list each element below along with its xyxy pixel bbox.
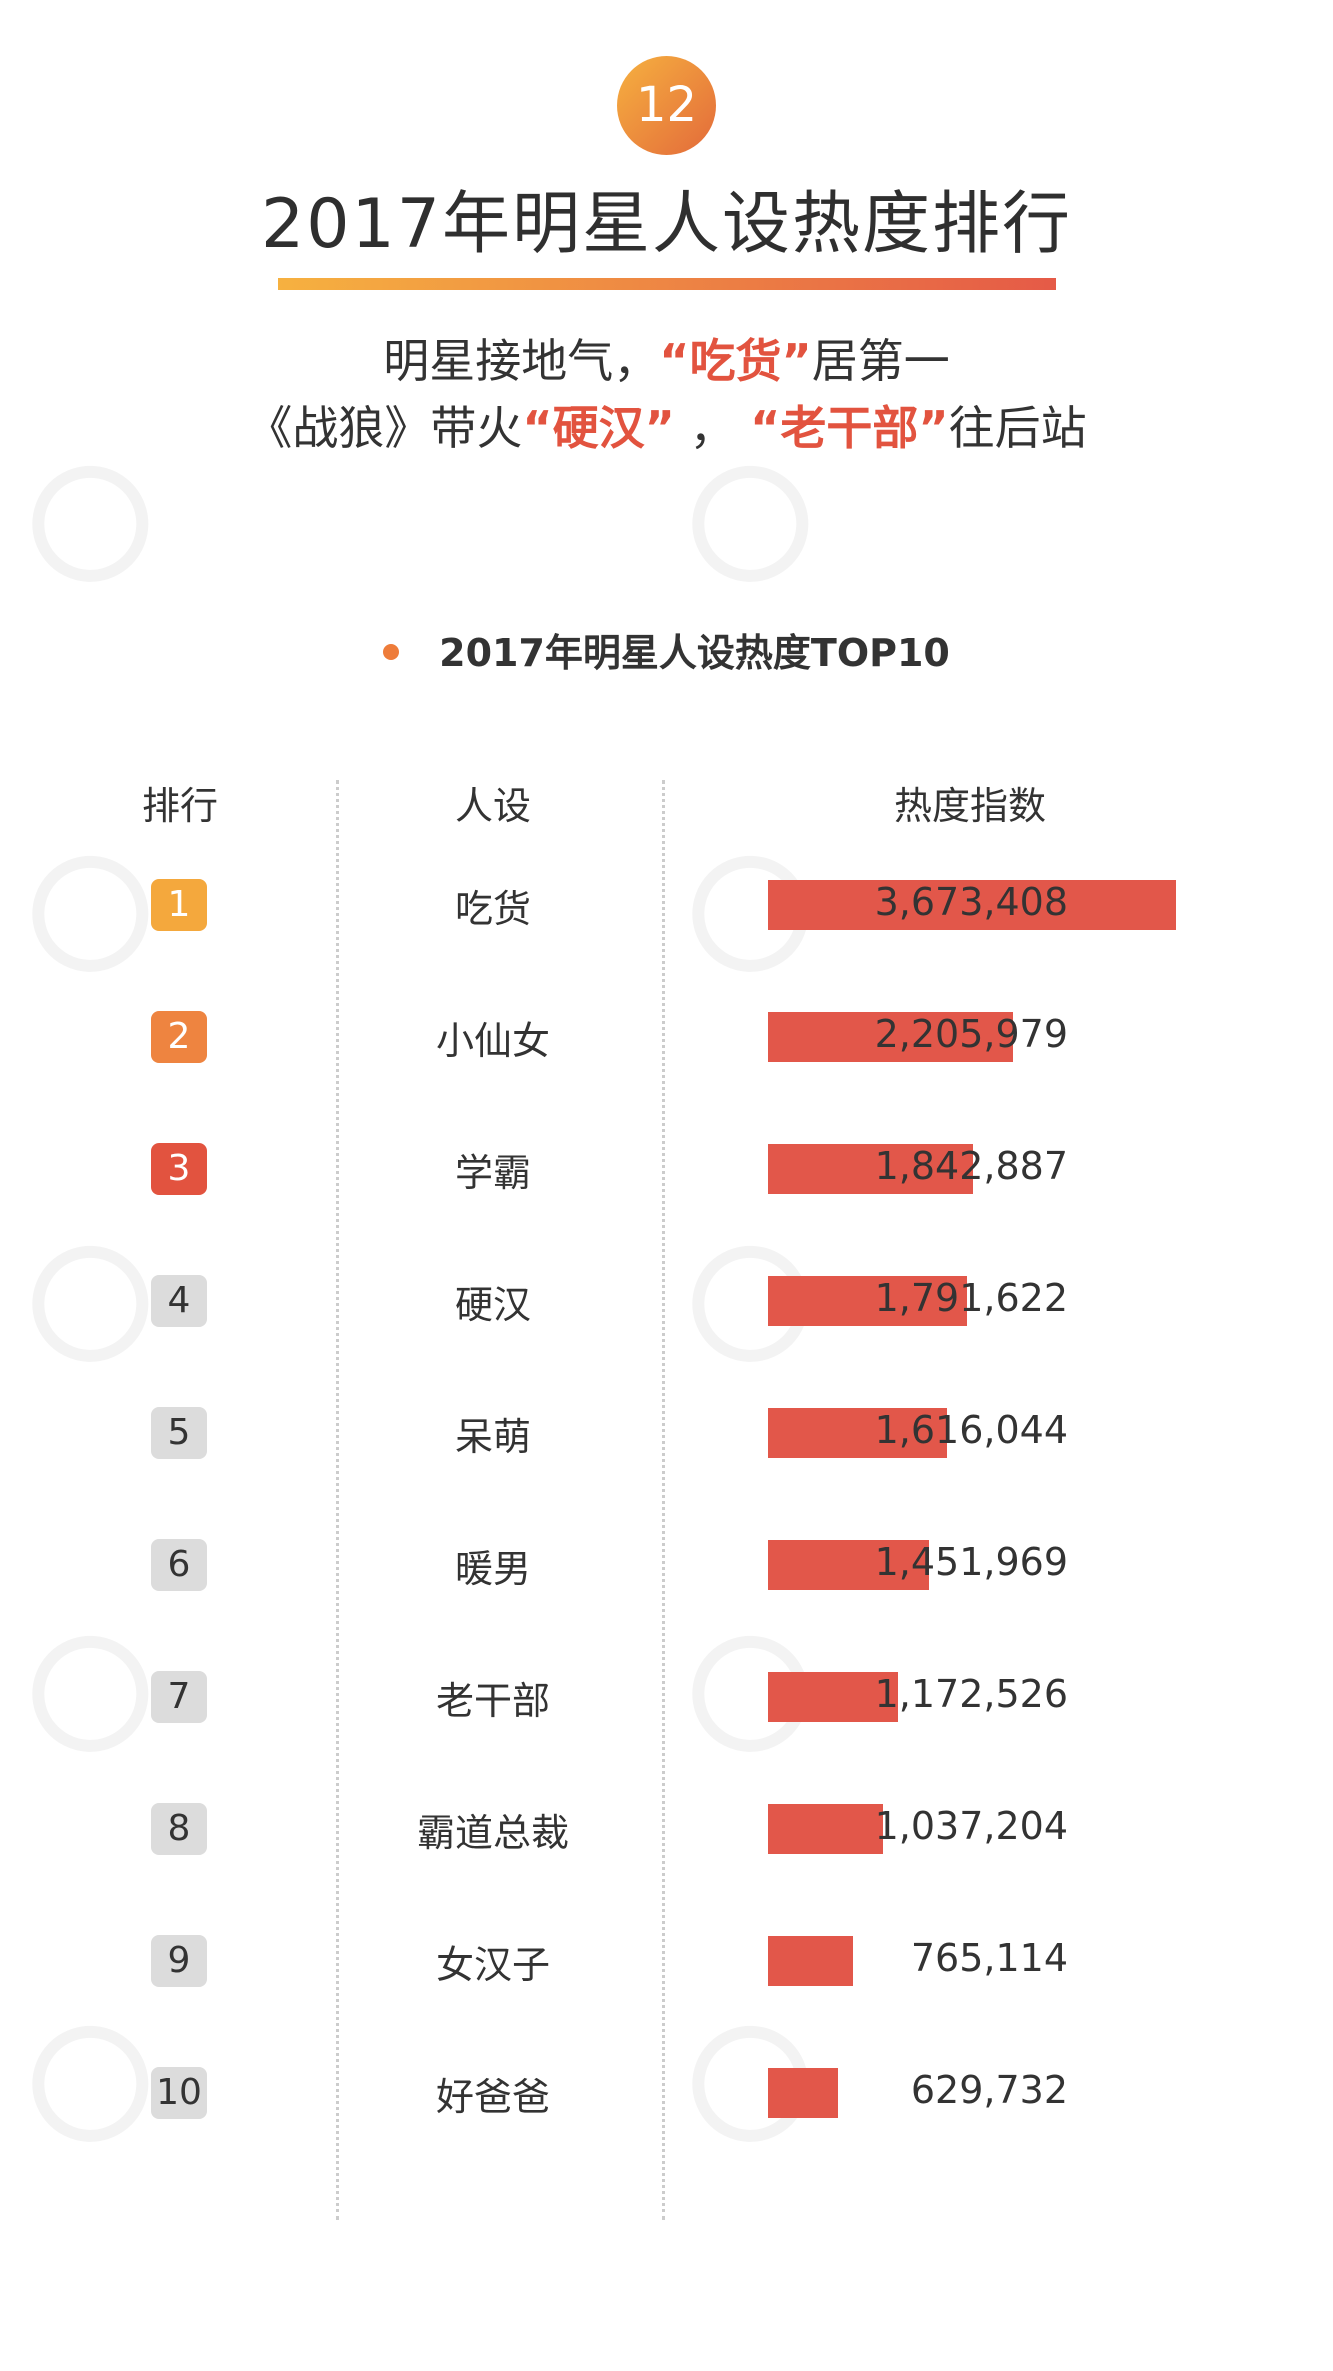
subtitle-text: 往后站 xyxy=(948,401,1087,455)
persona-label: 好爸爸 xyxy=(435,2075,550,2119)
heat-value-label: 1,172,526 xyxy=(874,1672,1068,1716)
rank-badge: 3 xyxy=(151,1143,207,1195)
section-number-badge: 12 xyxy=(617,56,716,155)
heat-value-label: 629,732 xyxy=(910,2068,1068,2112)
subtitle-highlight: “硬汉” xyxy=(522,401,675,455)
bullet-dot-icon xyxy=(383,643,400,660)
persona-label: 霸道总裁 xyxy=(416,1811,569,1855)
column-divider xyxy=(336,780,339,2220)
heat-bar xyxy=(768,1276,967,1326)
heat-bar xyxy=(768,1012,1013,1062)
rank-badge: 6 xyxy=(151,1539,207,1591)
rank-badge: 8 xyxy=(151,1803,207,1855)
rank-badge: 5 xyxy=(151,1407,207,1459)
page-title: 2017年明星人设热度排行 xyxy=(260,185,1073,264)
rank-badge: 2 xyxy=(151,1011,207,1063)
persona-label: 学霸 xyxy=(454,1151,531,1195)
subtitle-line-2: 《战狼》带火“硬汉” ， “老干部”往后站 xyxy=(0,392,1333,458)
column-header-persona: 人设 xyxy=(454,784,531,828)
column-header-heat-index: 热度指数 xyxy=(893,784,1046,828)
persona-label: 暖男 xyxy=(454,1547,531,1591)
heat-value-label: 1,451,969 xyxy=(874,1540,1068,1584)
heat-bar xyxy=(768,1408,947,1458)
heat-value-label: 3,673,408 xyxy=(874,880,1068,924)
persona-label: 女汉子 xyxy=(435,1943,550,1987)
rank-badge: 1 xyxy=(151,879,207,931)
column-header-rank: 排行 xyxy=(141,784,218,828)
subtitle-text: 《战狼》带火 xyxy=(246,401,523,455)
persona-label: 吃货 xyxy=(454,887,531,931)
chart-title-text: 2017年明星人设热度TOP10 xyxy=(439,631,950,675)
rank-badge: 10 xyxy=(151,2067,207,2119)
heat-bar xyxy=(768,1672,898,1722)
heat-value-label: 1,616,044 xyxy=(874,1408,1068,1452)
persona-label: 硬汉 xyxy=(454,1283,531,1327)
heat-bar xyxy=(768,1804,883,1854)
heat-value-label: 1,037,204 xyxy=(874,1804,1068,1848)
heat-value-label: 765,114 xyxy=(910,1936,1068,1980)
heat-bar xyxy=(768,2068,838,2118)
chart-title: 2017年明星人设热度TOP10 xyxy=(0,622,1333,677)
rank-badge: 7 xyxy=(151,1671,207,1723)
heat-value-label: 1,842,887 xyxy=(874,1144,1068,1188)
subtitle-highlight: “吃货” xyxy=(659,334,812,388)
persona-label: 老干部 xyxy=(435,1679,550,1723)
heat-bar xyxy=(768,880,1176,930)
subtitle-highlight: “老干部” xyxy=(750,401,949,455)
subtitle-line-1: 明星接地气，“吃货”居第一 xyxy=(0,325,1333,391)
persona-label: 小仙女 xyxy=(435,1019,550,1063)
subtitle-separator: ， xyxy=(674,401,751,455)
heat-value-label: 1,791,622 xyxy=(874,1276,1068,1320)
rank-badge: 9 xyxy=(151,1935,207,1987)
rank-badge: 4 xyxy=(151,1275,207,1327)
subtitle-text: 明星接地气， xyxy=(383,334,660,388)
subtitle-text: 居第一 xyxy=(811,334,950,388)
heat-bar xyxy=(768,1540,929,1590)
column-divider xyxy=(662,780,665,2220)
persona-label: 呆萌 xyxy=(454,1415,531,1459)
heat-value-label: 2,205,979 xyxy=(874,1012,1068,1056)
heat-bar xyxy=(768,1144,973,1194)
title-underline xyxy=(278,278,1056,290)
heat-bar xyxy=(768,1936,853,1986)
